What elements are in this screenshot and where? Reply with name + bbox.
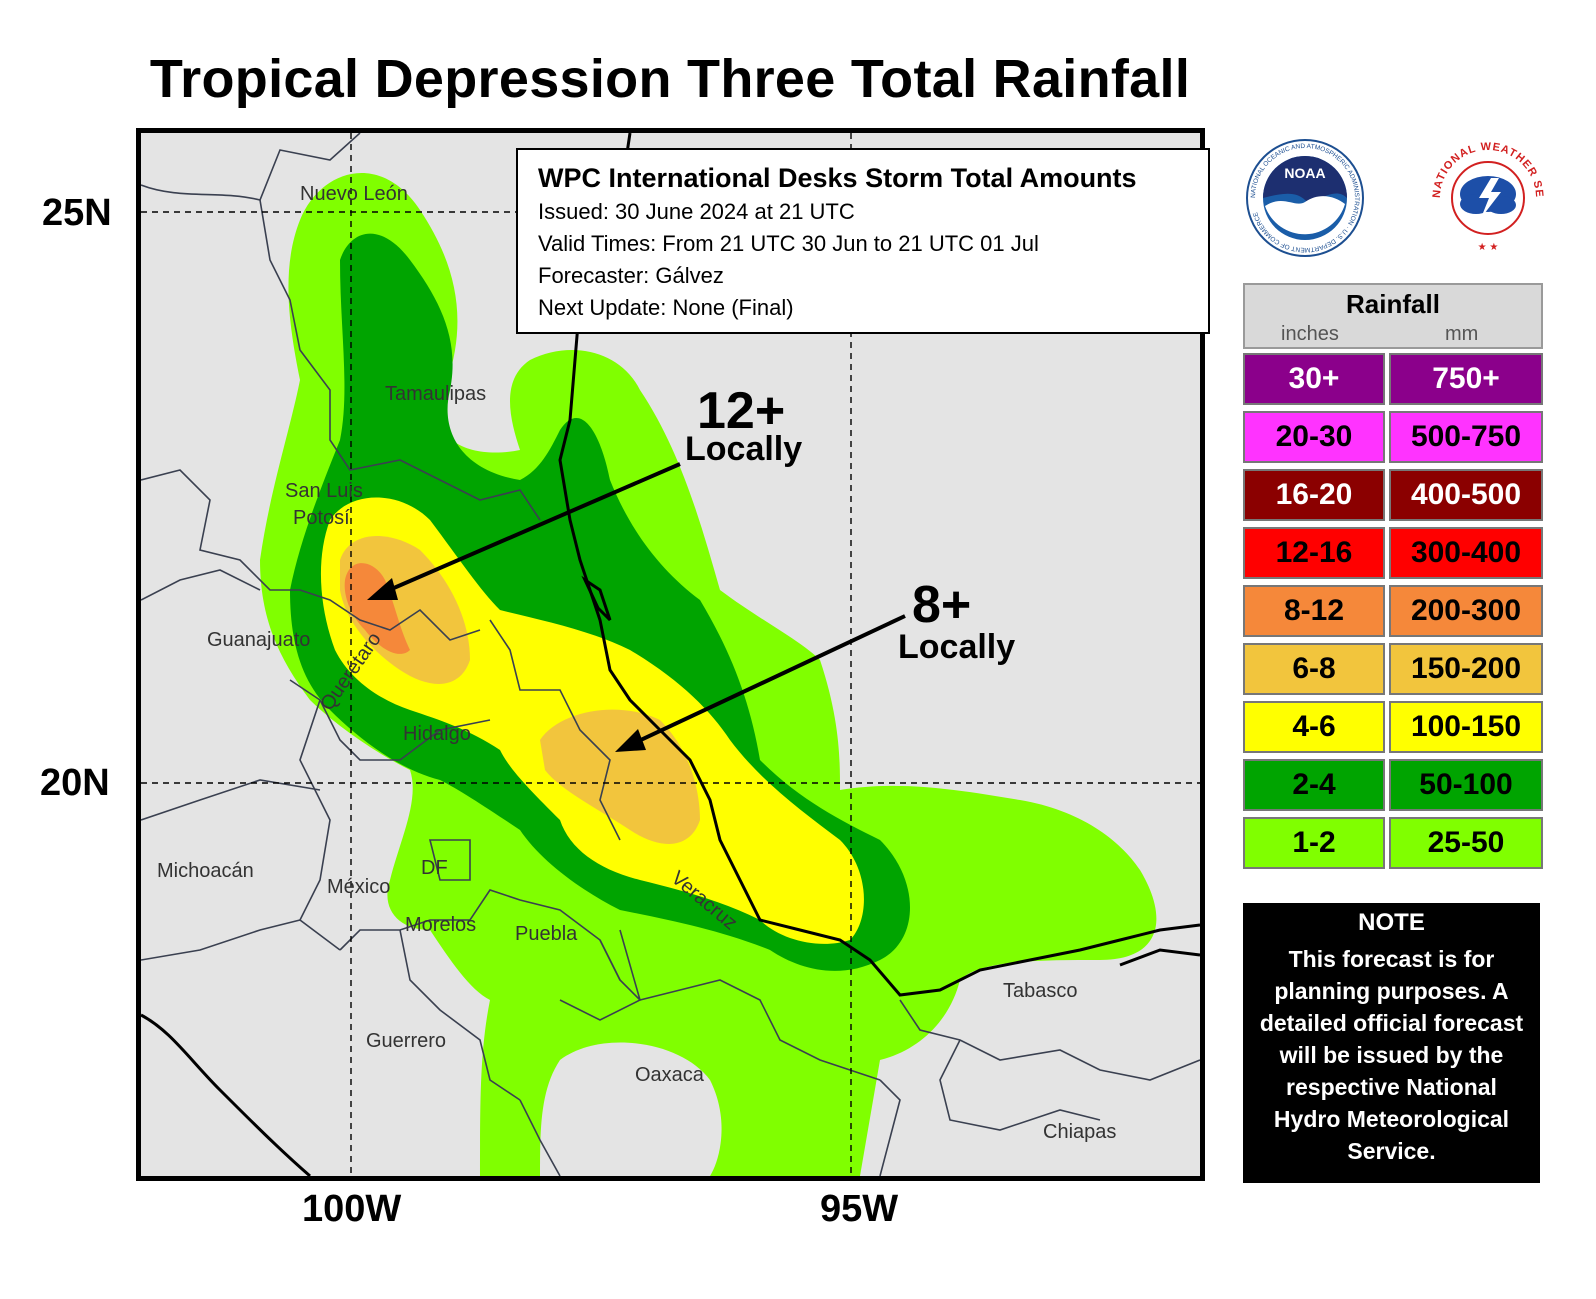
- legend-row: 2-4 50-100: [1243, 755, 1543, 813]
- note-box: NOTE This forecast is for planning purpo…: [1243, 903, 1540, 1183]
- label-chiapas: Chiapas: [1043, 1121, 1116, 1143]
- label-hidalgo: Hidalgo: [403, 723, 471, 745]
- legend-cell-inches: 6-8: [1243, 643, 1385, 695]
- legend-mm-label: mm: [1445, 323, 1479, 345]
- legend-cell-inches: 2-4: [1243, 759, 1385, 811]
- coastline: [141, 133, 1200, 1176]
- label-guerrero: Guerrero: [366, 1030, 446, 1052]
- svg-text:★ ★: ★ ★: [1478, 242, 1499, 253]
- info-next-update: Next Update: None (Final): [538, 295, 794, 320]
- legend-rows: 30+ 750+ 20-30 500-750 16-20 400-500 12-16 300-…: [1243, 349, 1543, 871]
- issuance-info-box: WPC International Desks Storm Total Amou…: [516, 148, 1210, 334]
- note-title: NOTE: [1358, 909, 1425, 936]
- legend-cell-mm: 150-200: [1389, 643, 1543, 695]
- legend-row: 1-2 25-50: [1243, 813, 1543, 871]
- label-df: DF: [421, 857, 448, 879]
- info-forecaster: Forecaster: Gálvez: [538, 263, 724, 288]
- label-morelos: Morelos: [405, 914, 476, 936]
- rain-band-8-12: [344, 563, 410, 654]
- legend-row: 20-30 500-750: [1243, 407, 1543, 465]
- label-tabasco: Tabasco: [1003, 980, 1078, 1002]
- legend-title: Rainfall: [1346, 289, 1440, 319]
- label-tamaulipas: Tamaulipas: [385, 383, 486, 405]
- legend-header: Rainfall inches mm: [1243, 283, 1543, 349]
- info-heading: WPC International Desks Storm Total Amou…: [538, 163, 1137, 193]
- callout-locally-north: Locally: [685, 430, 802, 468]
- info-valid-times: Valid Times: From 21 UTC 30 Jun to 21 UT…: [538, 231, 1039, 256]
- label-san-luis: San Luis: [285, 480, 363, 502]
- logo-svg: NATIONAL OCEANIC AND ATMOSPHERIC ADMINIS…: [1239, 129, 1546, 257]
- dry-area-oaxaca: [540, 1042, 722, 1176]
- legend-inches-label: inches: [1281, 323, 1339, 345]
- legend-cell-mm: 750+: [1389, 353, 1543, 405]
- callout-8-plus: 8+: [912, 576, 971, 634]
- lat-label-25n: 25N: [42, 192, 112, 234]
- legend-row: 30+ 750+: [1243, 349, 1543, 407]
- callout-12-plus: 12+: [697, 382, 785, 440]
- label-oaxaca: Oaxaca: [635, 1064, 705, 1086]
- lon-label-100w: 100W: [302, 1188, 402, 1230]
- legend-cell-inches: 16-20: [1243, 469, 1385, 521]
- rainfall-map: Nuevo León Tamaulipas San Luis Potosí Gu…: [141, 133, 1200, 1176]
- legend-cell-mm: 50-100: [1389, 759, 1543, 811]
- label-potosi: Potosí: [293, 507, 350, 529]
- lat-label-20n: 20N: [40, 762, 110, 804]
- legend-cell-inches: 30+: [1243, 353, 1385, 405]
- label-puebla: Puebla: [515, 923, 578, 945]
- note-body: This forecast is for planning purposes. …: [1259, 946, 1524, 1164]
- agency-logos: NATIONAL OCEANIC AND ATMOSPHERIC ADMINIS…: [1239, 129, 1573, 258]
- legend-cell-mm: 500-750: [1389, 411, 1543, 463]
- noaa-logo-icon: NATIONAL OCEANIC AND ATMOSPHERIC ADMINIS…: [1246, 139, 1364, 257]
- state-borders: [141, 133, 1200, 1176]
- svg-text:NOAA: NOAA: [1284, 165, 1325, 181]
- legend-cell-mm: 400-500: [1389, 469, 1543, 521]
- legend-row: 12-16 300-400: [1243, 523, 1543, 581]
- rain-band-6-8-south: [540, 709, 700, 844]
- legend-cell-mm: 100-150: [1389, 701, 1543, 753]
- label-mexico: México: [327, 876, 390, 898]
- legend-cell-inches: 8-12: [1243, 585, 1385, 637]
- info-issued: Issued: 30 June 2024 at 21 UTC: [538, 199, 855, 224]
- lon-label-95w: 95W: [820, 1188, 899, 1230]
- legend-cell-inches: 12-16: [1243, 527, 1385, 579]
- legend-cell-inches: 20-30: [1243, 411, 1385, 463]
- legend-row: 4-6 100-150: [1243, 697, 1543, 755]
- legend-cell-mm: 300-400: [1389, 527, 1543, 579]
- label-nuevo-leon: Nuevo León: [300, 183, 408, 205]
- legend-cell-mm: 25-50: [1389, 817, 1543, 869]
- callout-locally-south: Locally: [898, 628, 1015, 666]
- legend-cell-inches: 1-2: [1243, 817, 1385, 869]
- map-title: Tropical Depression Three Total Rainfall: [149, 49, 1191, 109]
- label-michoacan: Michoacán: [157, 860, 254, 882]
- legend-cell-mm: 200-300: [1389, 585, 1543, 637]
- legend-row: 8-12 200-300: [1243, 581, 1543, 639]
- callout-arrows: [367, 462, 906, 752]
- legend-cell-inches: 4-6: [1243, 701, 1385, 753]
- legend-row: 16-20 400-500: [1243, 465, 1543, 523]
- legend-row: 6-8 150-200: [1243, 639, 1543, 697]
- label-guanajuato: Guanajuato: [207, 629, 310, 651]
- rainfall-legend: Rainfall inches mm 30+ 750+ 20-30 500-750 16…: [1243, 283, 1543, 871]
